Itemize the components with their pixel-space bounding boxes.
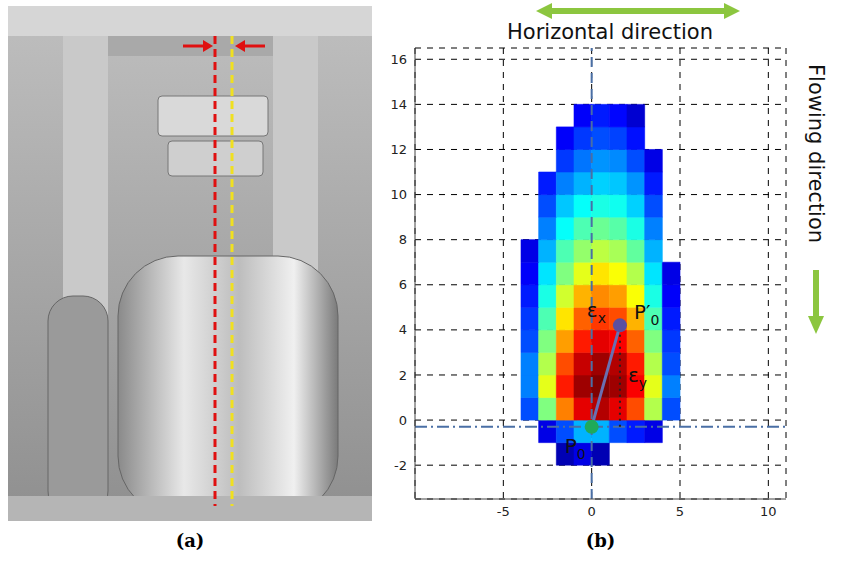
svg-text:10: 10 <box>390 187 407 202</box>
html-text:(a): (a) <box>175 530 205 551</box>
html-text:Horizontal direction: Horizontal direction <box>507 20 713 44</box>
svg-text:16: 16 <box>390 52 407 67</box>
svg-text:5: 5 <box>676 504 684 519</box>
svg-text:4: 4 <box>399 322 407 337</box>
svg-text:2: 2 <box>399 368 407 383</box>
html-text:(b): (b) <box>585 530 616 551</box>
html-text:Flowing direction: Flowing direction <box>804 64 828 244</box>
svg-text:P′0: P′0 <box>634 300 660 328</box>
svg-text:10: 10 <box>760 504 777 519</box>
svg-text:-5: -5 <box>497 504 510 519</box>
svg-text:P0: P0 <box>565 434 586 462</box>
svg-text:8: 8 <box>399 232 407 247</box>
svg-text:εx: εx <box>587 298 606 326</box>
svg-text:0: 0 <box>588 504 596 519</box>
svg-text:εy: εy <box>628 363 647 391</box>
svg-text:14: 14 <box>390 97 407 112</box>
svg-text:6: 6 <box>399 277 407 292</box>
svg-text:12: 12 <box>390 142 407 157</box>
svg-text:-2: -2 <box>394 458 407 473</box>
svg-text:0: 0 <box>399 413 407 428</box>
